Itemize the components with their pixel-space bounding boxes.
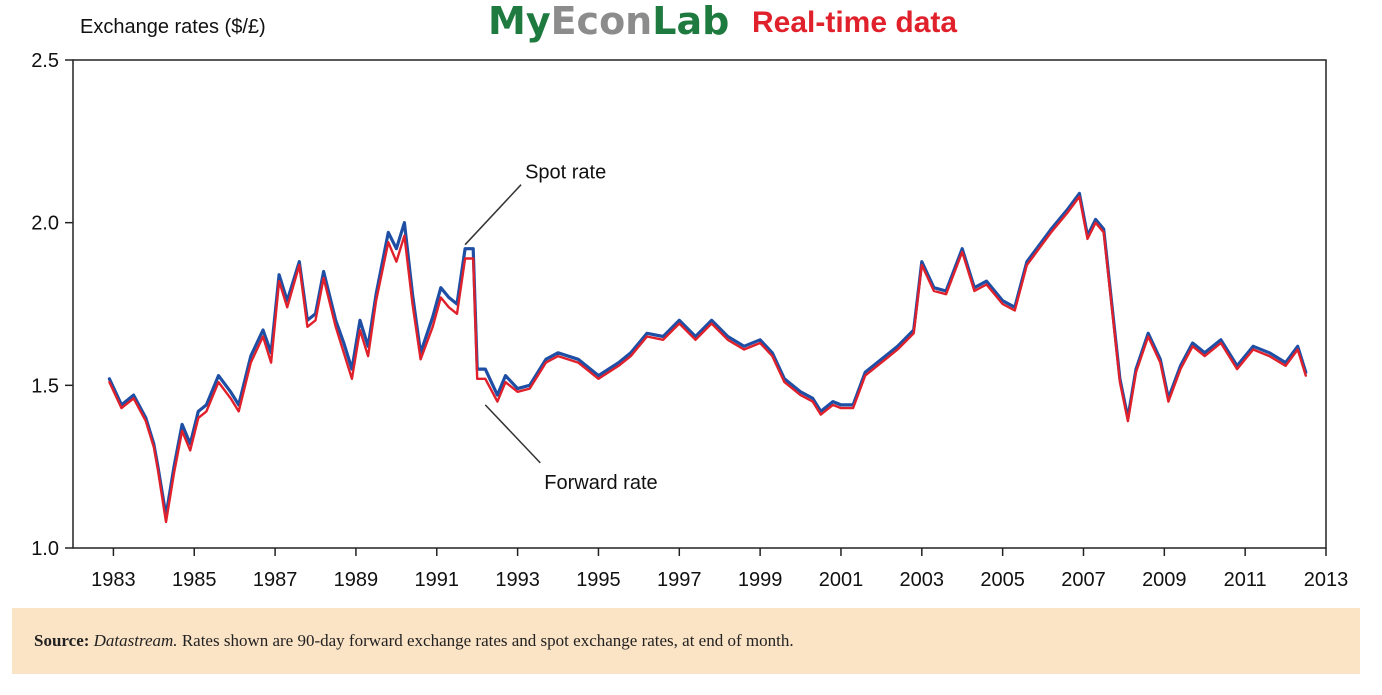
y-axis-title: Exchange rates ($/£) [80, 16, 266, 38]
x-tick-label: 2001 [819, 569, 864, 591]
x-tick-label: 2007 [1061, 569, 1106, 591]
myeconlab-logo: MyEconLab [488, 0, 729, 43]
spot-rate-leader [464, 184, 522, 246]
spot-rate-annotation: Spot rate [525, 162, 606, 184]
brand-my: My [488, 0, 551, 43]
x-tick-label: 1991 [415, 569, 460, 591]
brand-lab: Lab [652, 0, 729, 43]
x-tick-label: 1985 [172, 569, 217, 591]
brand-econ: Econ [551, 0, 653, 43]
annotations: Spot rate Forward rate [464, 162, 658, 494]
x-tick-label: 1989 [334, 569, 379, 591]
x-tick-label: 1987 [253, 569, 298, 591]
series-lines [107, 191, 1308, 524]
y-tick-label: 1.5 [31, 375, 59, 397]
y-tick-label: 1.0 [31, 538, 59, 560]
forward-rate-annotation: Forward rate [544, 472, 657, 494]
source-origin: Datastream. [93, 631, 178, 650]
plot-frame [72, 59, 1327, 549]
brand-realtime-tag: Real-time data [752, 6, 957, 39]
spot-rate-line [107, 191, 1308, 518]
y-tick-label: 2.5 [31, 50, 59, 72]
x-tick-label: 2011 [1224, 569, 1267, 591]
source-text: Rates shown are 90-day forward exchange … [181, 631, 794, 650]
x-tick-label: 2003 [900, 569, 945, 591]
x-tick-label: 1993 [495, 569, 540, 591]
source-label: Source: [34, 631, 90, 650]
forward-rate-line [108, 195, 1307, 524]
x-tick-label: 1997 [657, 569, 702, 591]
x-tick-label: 2009 [1142, 569, 1187, 591]
exchange-rate-chart: Exchange rates ($/£) MyEconLab Real-time… [31, 0, 1348, 591]
y-axis: 1.0 1.5 2.0 2.5 [31, 50, 73, 560]
x-tick-label: 1995 [576, 569, 621, 591]
x-tick-label: 2005 [980, 569, 1025, 591]
x-tick-label: 2013 [1304, 569, 1349, 591]
x-axis: 1983 1985 1987 1989 1991 1993 1995 1997 1999 2001… [91, 548, 1348, 591]
forward-rate-leader [484, 404, 541, 464]
source-note: Source: Datastream. Rates shown are 90-d… [12, 608, 1360, 674]
x-tick-label: 1983 [91, 569, 136, 591]
y-tick-label: 2.0 [31, 213, 59, 235]
x-tick-label: 1999 [738, 569, 783, 591]
